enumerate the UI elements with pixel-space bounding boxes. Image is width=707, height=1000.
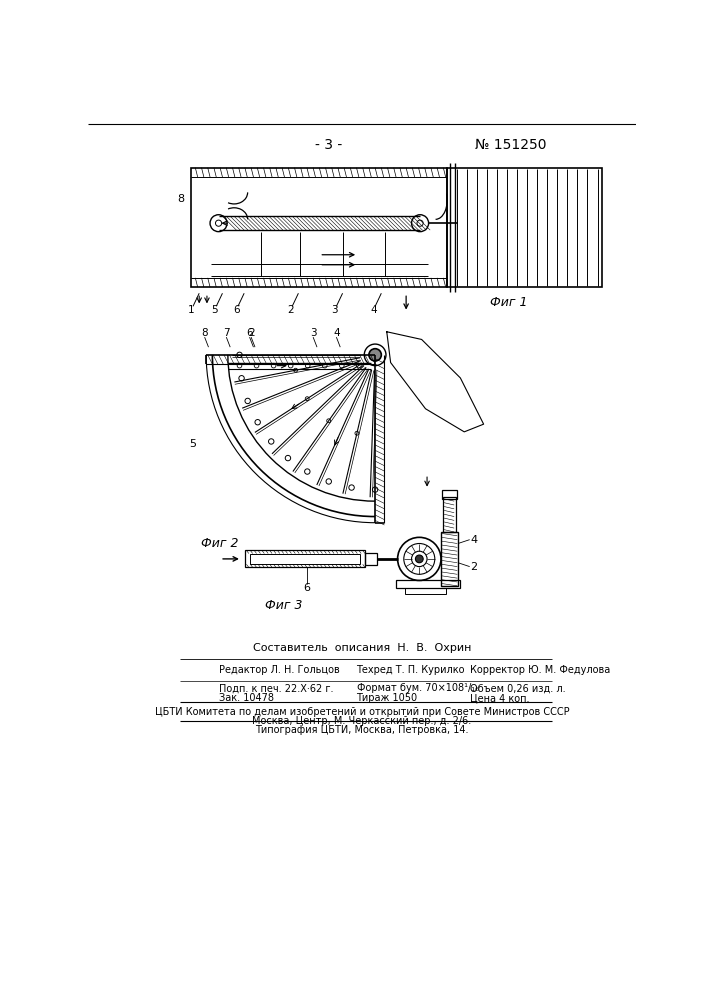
Text: Тираж 1050: Тираж 1050 bbox=[356, 693, 418, 703]
Text: 6: 6 bbox=[303, 583, 310, 593]
Text: - 3 -: - 3 - bbox=[315, 138, 342, 152]
Text: Объем 0,26 изд. л.: Объем 0,26 изд. л. bbox=[470, 683, 566, 693]
Text: 6: 6 bbox=[246, 328, 253, 338]
Text: Фиг 1: Фиг 1 bbox=[491, 296, 528, 309]
Bar bbox=[405, 588, 445, 594]
Text: № 151250: № 151250 bbox=[475, 138, 547, 152]
Text: 3: 3 bbox=[332, 305, 338, 315]
Bar bbox=[192, 168, 448, 287]
Circle shape bbox=[411, 215, 428, 232]
Text: 8: 8 bbox=[201, 328, 208, 338]
Text: Составитель  описания  Н.  В.  Охрин: Составитель описания Н. В. Охрин bbox=[253, 643, 471, 653]
Text: Москва, Центр, М. Черкасский пер., д. 2/6.: Москва, Центр, М. Черкасский пер., д. 2/… bbox=[252, 716, 472, 726]
Bar bbox=[443, 497, 456, 532]
Bar bbox=[245, 550, 365, 567]
Text: Подп. к печ. 22.Х·62 г.: Подп. к печ. 22.Х·62 г. bbox=[218, 683, 333, 693]
Circle shape bbox=[216, 220, 222, 226]
Text: 2: 2 bbox=[248, 328, 255, 338]
Bar bbox=[442, 490, 457, 499]
Text: 5: 5 bbox=[189, 439, 197, 449]
Text: Фиг 3: Фиг 3 bbox=[265, 599, 303, 612]
Text: Техред Т. П. Курилко: Техред Т. П. Курилко bbox=[356, 665, 465, 675]
Circle shape bbox=[369, 349, 381, 361]
Text: 4: 4 bbox=[370, 305, 377, 315]
Text: Фиг 2: Фиг 2 bbox=[201, 537, 239, 550]
Text: 4: 4 bbox=[333, 328, 339, 338]
Bar bbox=[441, 532, 458, 586]
Text: 3: 3 bbox=[310, 328, 317, 338]
Text: 1: 1 bbox=[188, 305, 194, 315]
Text: Формат бум. 70×108¹/₁₆: Формат бум. 70×108¹/₁₆ bbox=[356, 683, 479, 693]
Bar bbox=[396, 580, 460, 588]
Text: 2: 2 bbox=[287, 305, 294, 315]
Text: 5: 5 bbox=[211, 305, 218, 315]
Text: Корректор Ю. М. Федулова: Корректор Ю. М. Федулова bbox=[470, 665, 611, 675]
Circle shape bbox=[416, 555, 423, 563]
Bar bbox=[365, 553, 377, 565]
Circle shape bbox=[210, 215, 227, 232]
Text: 6: 6 bbox=[233, 305, 240, 315]
Bar bbox=[448, 168, 602, 287]
Text: 2: 2 bbox=[470, 562, 477, 572]
Text: Типография ЦБТИ, Москва, Петровка, 14.: Типография ЦБТИ, Москва, Петровка, 14. bbox=[255, 725, 469, 735]
Circle shape bbox=[417, 220, 423, 226]
Text: 4: 4 bbox=[470, 535, 477, 545]
Bar bbox=[250, 554, 361, 564]
Text: ЦБТИ Комитета по делам изобретений и открытий при Совете Министров СССР: ЦБТИ Комитета по делам изобретений и отк… bbox=[155, 707, 569, 717]
Text: 7: 7 bbox=[223, 328, 230, 338]
Text: Цена 4 коп.: Цена 4 коп. bbox=[470, 693, 530, 703]
Text: 8: 8 bbox=[177, 194, 184, 204]
Text: Зак. 10478: Зак. 10478 bbox=[218, 693, 274, 703]
Text: Редактор Л. Н. Гольцов: Редактор Л. Н. Гольцов bbox=[218, 665, 339, 675]
